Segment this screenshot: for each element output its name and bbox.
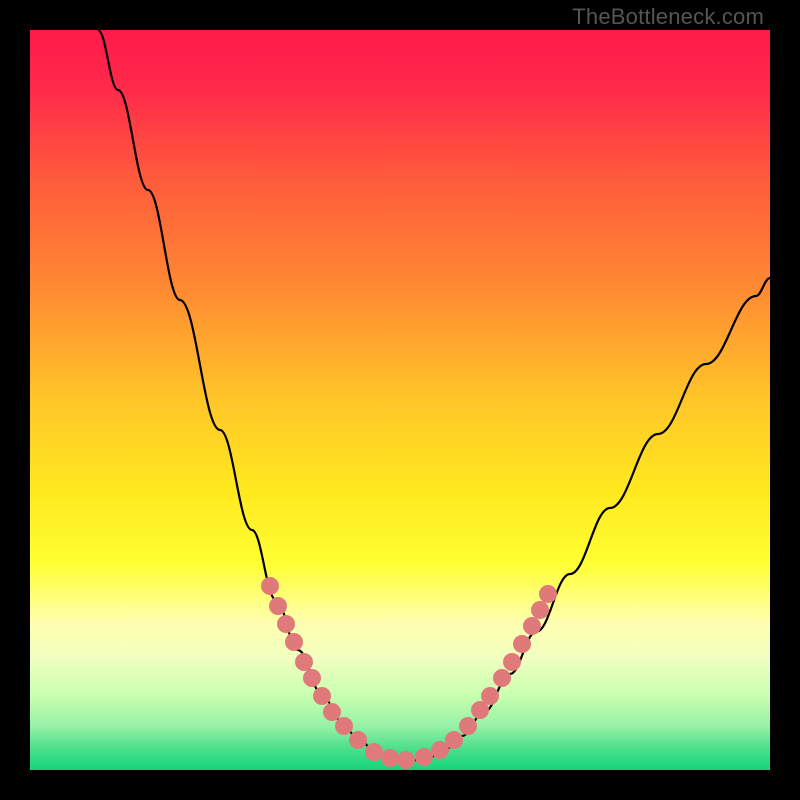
curve-marker: [303, 669, 321, 687]
curve-marker: [445, 731, 463, 749]
watermark-text: TheBottleneck.com: [572, 4, 764, 30]
curve-marker: [503, 653, 521, 671]
curve-marker: [285, 633, 303, 651]
curve-marker: [481, 687, 499, 705]
frame-right: [770, 0, 800, 800]
curve-marker: [349, 731, 367, 749]
curve-marker: [531, 601, 549, 619]
plot-area: [30, 30, 770, 770]
frame-bottom: [0, 770, 800, 800]
curve-marker: [493, 669, 511, 687]
curve-marker: [539, 585, 557, 603]
curve-marker: [269, 597, 287, 615]
curve-marker: [313, 687, 331, 705]
curve-marker: [277, 615, 295, 633]
curve-marker: [335, 717, 353, 735]
markers-layer: [30, 30, 770, 770]
curve-marker: [513, 635, 531, 653]
curve-marker: [261, 577, 279, 595]
curve-marker: [523, 617, 541, 635]
curve-marker: [397, 751, 415, 769]
curve-marker: [459, 717, 477, 735]
frame-left: [0, 0, 30, 800]
